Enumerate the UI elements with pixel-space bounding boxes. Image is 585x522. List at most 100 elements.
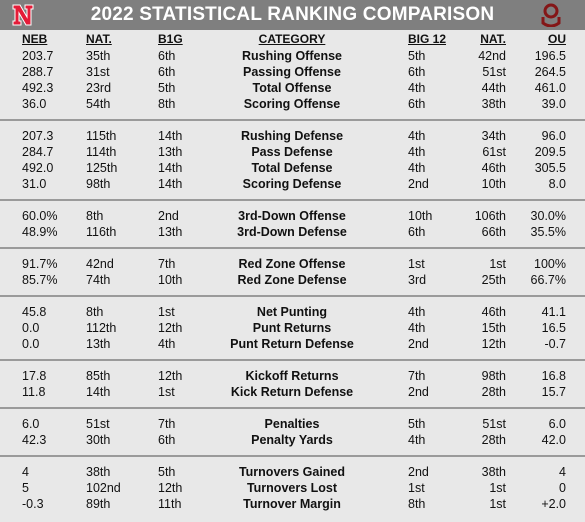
neb-national-rank: 51st <box>86 417 110 431</box>
neb-national-rank: 13th <box>86 337 111 351</box>
neb-national-rank: 89th <box>86 497 111 511</box>
category-label: Pass Defense <box>251 145 333 159</box>
ou-national-rank: 1st <box>489 481 506 495</box>
neb-value: 284.7 <box>22 145 54 159</box>
neb-national-rank: 31st <box>86 65 110 79</box>
ou-big12-rank: 5th <box>408 417 426 431</box>
ou-national-rank: 38th <box>481 465 506 479</box>
category-label: Net Punting <box>256 305 328 319</box>
ou-national-rank: 51st <box>482 65 506 79</box>
category-label: Red Zone Offense <box>238 257 346 271</box>
category-label: Penalty Yards <box>251 433 333 447</box>
neb-national-rank: 116th <box>86 225 117 239</box>
neb-value: 0.0 <box>22 321 40 335</box>
ou-big12-rank: 4th <box>408 161 426 175</box>
ou-big12-rank: 7th <box>408 369 426 383</box>
neb-value: 42.3 <box>22 433 47 447</box>
ou-value: 41.1 <box>541 305 566 319</box>
neb-value: 0.0 <box>22 337 40 351</box>
neb-national-rank: 8th <box>86 209 104 223</box>
category-label: Passing Offense <box>243 65 341 79</box>
ou-national-rank: 44th <box>481 81 506 95</box>
ou-big12-rank: 4th <box>408 81 426 95</box>
category-label: 3rd-Down Offense <box>238 209 346 223</box>
page-title: 2022 STATISTICAL RANKING COMPARISON <box>90 4 495 25</box>
section-divider <box>0 407 585 409</box>
neb-value: 48.9% <box>22 225 58 239</box>
ou-value: 209.5 <box>534 145 566 159</box>
neb-b1g-rank: 1st <box>158 385 175 399</box>
neb-b1g-rank: 13th <box>158 225 183 239</box>
neb-b1g-rank: 12th <box>158 481 183 495</box>
section-divider <box>0 247 585 249</box>
neb-b1g-rank: 11th <box>158 497 182 511</box>
neb-value: 207.3 <box>22 129 54 143</box>
ou-big12-rank: 4th <box>408 145 426 159</box>
neb-national-rank: 114th <box>86 145 117 159</box>
ou-value: 4 <box>559 465 566 479</box>
ou-value: 30.0% <box>530 209 566 223</box>
neb-national-rank: 115th <box>86 129 117 143</box>
ou-value: 196.5 <box>534 49 566 63</box>
ou-big12-rank: 6th <box>408 65 426 79</box>
ou-national-rank: 46th <box>481 305 506 319</box>
ou-big12-rank: 4th <box>408 129 426 143</box>
neb-b1g-rank: 6th <box>158 65 176 79</box>
neb-national-rank: 98th <box>86 177 111 191</box>
ou-big12-rank: 2nd <box>408 177 429 191</box>
category-label: Turnover Margin <box>243 497 341 511</box>
category-label: Rushing Defense <box>240 129 344 143</box>
ou-national-rank: 46th <box>481 161 506 175</box>
ou-value: 6.0 <box>548 417 566 431</box>
neb-value: -0.3 <box>22 497 44 511</box>
ou-big12-rank: 2nd <box>408 465 429 479</box>
neb-national-rank: 102nd <box>86 481 121 495</box>
neb-value: 17.8 <box>22 369 47 383</box>
ou-national-rank: 1st <box>489 257 506 271</box>
neb-b1g-rank: 7th <box>158 257 176 271</box>
category-label: Turnovers Gained <box>238 465 346 479</box>
ou-big12-rank: 8th <box>408 497 426 511</box>
category-label: Red Zone Defense <box>237 273 347 287</box>
category-label: Rushing Offense <box>241 49 342 63</box>
ou-national-rank: 28th <box>481 385 506 399</box>
neb-value: 4 <box>22 465 29 479</box>
column-header-ou: OU <box>548 32 566 46</box>
neb-b1g-rank: 6th <box>158 433 176 447</box>
neb-value: 91.7% <box>22 257 58 271</box>
neb-value: 45.8 <box>22 305 47 319</box>
neb-value: 288.7 <box>22 65 54 79</box>
neb-b1g-rank: 1st <box>158 305 175 319</box>
ou-value: 66.7% <box>530 273 566 287</box>
neb-b1g-rank: 2nd <box>158 209 179 223</box>
column-header-category: CATEGORY <box>258 32 326 46</box>
ou-national-rank: 28th <box>481 433 506 447</box>
neb-b1g-rank: 14th <box>158 177 183 191</box>
ou-big12-rank: 6th <box>408 97 426 111</box>
column-header-nat: NAT. <box>86 32 112 46</box>
ou-national-rank: 10th <box>481 177 506 191</box>
neb-b1g-rank: 10th <box>158 273 183 287</box>
ou-value: 96.0 <box>541 129 566 143</box>
ou-national-rank: 15th <box>481 321 506 335</box>
ou-big12-rank: 4th <box>408 305 426 319</box>
section-divider <box>0 359 585 361</box>
ou-value: +2.0 <box>541 497 566 511</box>
neb-national-rank: 35th <box>86 49 111 63</box>
neb-national-rank: 38th <box>86 465 111 479</box>
section-divider <box>0 295 585 297</box>
ou-national-rank: 61st <box>482 145 506 159</box>
category-label: Turnovers Lost <box>246 481 338 495</box>
ou-big12-rank: 4th <box>408 433 426 447</box>
neb-b1g-rank: 14th <box>158 129 183 143</box>
neb-national-rank: 14th <box>86 385 111 399</box>
ou-big12-rank: 6th <box>408 225 426 239</box>
neb-national-rank: 42nd <box>86 257 114 271</box>
neb-b1g-rank: 5th <box>158 81 176 95</box>
category-label: Total Defense <box>251 161 333 175</box>
ou-value: 0 <box>559 481 566 495</box>
category-label: Punt Return Defense <box>230 337 354 351</box>
category-label: Penalties <box>264 417 320 431</box>
ou-value: 39.0 <box>541 97 566 111</box>
neb-b1g-rank: 13th <box>158 145 183 159</box>
